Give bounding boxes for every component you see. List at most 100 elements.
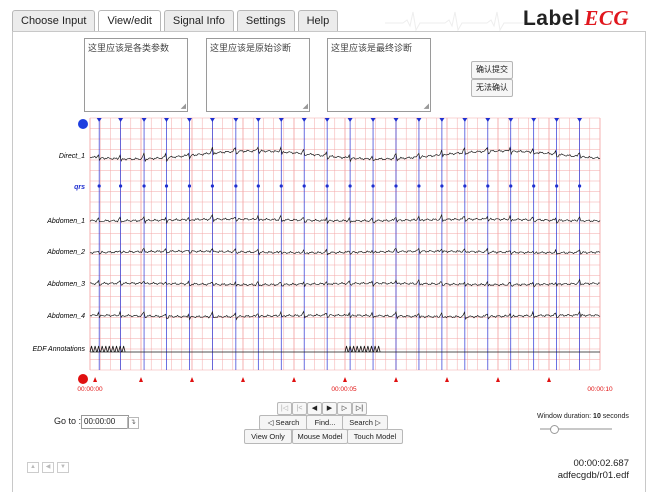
qrs-dot [142,184,146,188]
qrs-dot [256,184,260,188]
bottom-marker [394,377,398,382]
qrs-markers [96,118,583,370]
next-page-button[interactable]: ▷ [337,402,352,415]
qrs-dot [97,184,101,188]
trace-direct-1 [89,146,601,163]
window-duration-slider[interactable] [540,425,612,434]
bottom-marker [93,377,98,382]
time-label-start: 00:00:00 [77,386,103,393]
bottom-marker [445,377,449,382]
bottom-marker [139,377,143,382]
bottom-markers [93,377,551,382]
qrs-dot [417,184,421,188]
qrs-top-marker [233,118,239,122]
channel-label-direct-1: Direct_1 [59,153,85,160]
scroll-up-button[interactable]: ▲ [27,462,39,473]
tab-settings[interactable]: Settings [236,10,295,31]
channel-label-edf-annotations: EDF Annotations [32,346,85,353]
view-only-button[interactable]: View Only [244,429,292,444]
qrs-top-marker [577,118,583,122]
cannot-confirm-button[interactable]: 无法确认 [471,79,513,97]
goto-submit-icon[interactable]: ↴ [127,417,139,429]
tab-choose-input[interactable]: Choose Input [12,10,96,31]
qrs-dot [440,184,444,188]
qrs-top-marker [531,118,537,122]
last-page-button[interactable]: ▷| [352,402,367,415]
find-button[interactable]: Find... [306,415,344,430]
qrs-top-marker [508,118,514,122]
qrs-top-marker [96,118,102,122]
channel-label-qrs: qrs [74,184,85,191]
tab-signal-info[interactable]: Signal Info [163,10,234,31]
touch-model-button[interactable]: Touch Model [347,429,403,444]
qrs-dot [348,184,352,188]
qrs-top-marker [278,118,284,122]
prev-button[interactable]: ◀ [307,402,322,415]
qrs-top-marker [554,118,560,122]
goto-time-input[interactable]: 00:00:00 [81,415,129,429]
bottom-marker [343,377,347,382]
qrs-top-marker [370,118,376,122]
trace-abdomen-4 [89,310,601,321]
qrs-top-marker [255,118,261,122]
prev-page-button[interactable]: |< [292,402,307,415]
bottom-handle-icon[interactable] [78,374,88,384]
qrs-dot [234,184,238,188]
original-diagnosis-textarea[interactable]: 这里应该是原始诊断 ◢ [206,38,310,112]
channel-label-abdomen-3: Abdomen_3 [46,281,85,288]
tab-help[interactable]: Help [297,10,339,31]
qrs-top-marker [347,118,353,122]
channel-label-abdomen-2: Abdomen_2 [46,249,85,256]
bottom-marker [190,377,194,382]
view-edit-panel [12,31,646,492]
qrs-dot [210,184,214,188]
params-textarea[interactable]: 这里应该是各类参数 ◢ [84,38,188,112]
top-handle-icon[interactable] [78,119,88,129]
qrs-top-marker [439,118,445,122]
trace-abdomen-1 [89,213,601,225]
slider-knob[interactable] [550,425,559,434]
bottom-marker [547,377,551,382]
trace-abdomen-2 [89,247,601,256]
search-back-button[interactable]: ◁ Search [259,415,308,430]
qrs-dot [119,184,123,188]
qrs-top-marker [209,118,215,122]
trace-edf-annotations [89,345,600,353]
qrs-dot [279,184,283,188]
ecg-chart[interactable]: Direct_1 qrs Abdomen_1 Abdomen_2 Abdomen… [0,112,657,398]
qrs-dot [532,184,536,188]
qrs-dot [325,184,329,188]
qrs-dot [302,184,306,188]
qrs-dot [187,184,192,188]
channel-label-abdomen-1: Abdomen_1 [46,218,85,225]
trace-abdomen-3 [90,278,601,288]
tab-view-edit[interactable]: View/edit [98,10,161,32]
time-label-mid: 00:00:05 [331,386,357,393]
qrs-dot [555,184,559,188]
qrs-top-marker [141,118,147,122]
scroll-down-button[interactable]: ▼ [57,462,69,473]
qrs-dot [509,184,513,188]
search-forward-button[interactable]: Search ▷ [342,415,388,430]
mouse-model-button[interactable]: Mouse Model [292,429,348,444]
goto-label: Go to : [54,416,82,426]
ecg-traces [89,146,601,353]
scroll-left-button[interactable]: ◀ [42,462,54,473]
first-page-button[interactable]: |◁ [277,402,292,415]
time-label-end: 00:00:10 [587,386,613,393]
channel-label-abdomen-4: Abdomen_4 [46,313,85,320]
next-button[interactable]: ▶ [322,402,337,415]
qrs-top-marker [485,118,491,122]
final-diagnosis-textarea[interactable]: 这里应该是最终诊断 ◢ [327,38,431,112]
qrs-top-marker [301,118,307,122]
qrs-dot [164,184,169,188]
confirm-submit-button[interactable]: 确认提交 [471,61,513,79]
channel-labels: Direct_1 qrs Abdomen_1 Abdomen_2 Abdomen… [32,153,85,353]
qrs-top-marker [118,118,124,122]
app-logo: Label ECG [522,6,629,30]
qrs-dot [486,184,490,188]
ecg-background-decoration [385,11,535,32]
tab-bar: Choose Input View/edit Signal Info Setti… [12,10,339,32]
qrs-dot [578,184,582,188]
qrs-top-marker [186,118,192,122]
